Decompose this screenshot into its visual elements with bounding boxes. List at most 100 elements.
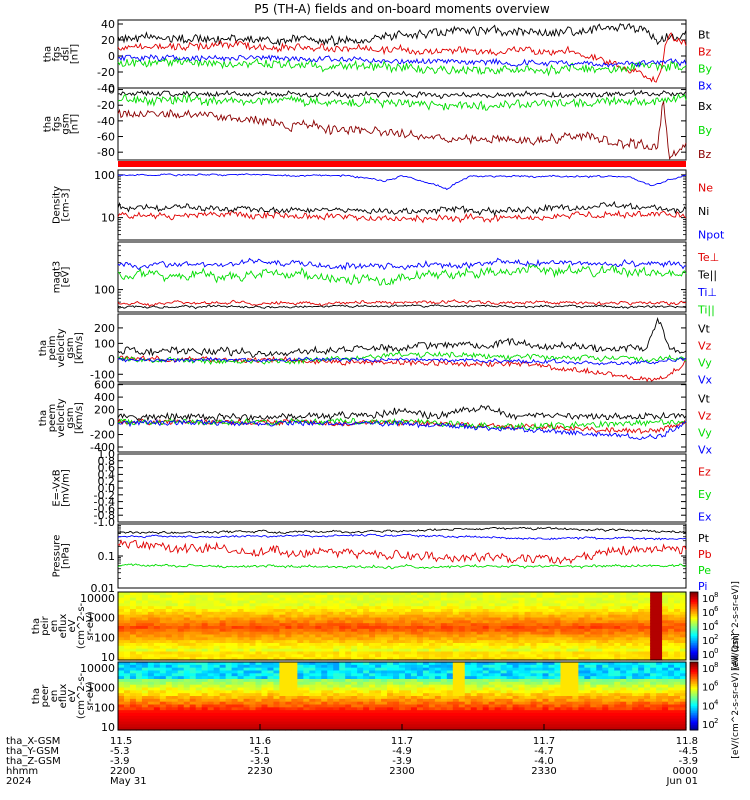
heatmap-cell bbox=[536, 648, 544, 653]
heatmap-cell bbox=[536, 664, 544, 669]
heatmap-cell bbox=[638, 626, 645, 630]
heatmap-cell bbox=[369, 620, 376, 624]
heatmap-cell bbox=[279, 721, 287, 725]
heatmap-cell bbox=[572, 681, 579, 686]
heatmap-cell bbox=[279, 698, 287, 703]
heatmap-cell bbox=[387, 654, 394, 658]
heatmap-cell bbox=[243, 623, 251, 627]
heatmap-cell bbox=[554, 662, 562, 666]
heatmap-cell bbox=[488, 679, 496, 683]
heatmap-cell bbox=[183, 592, 191, 596]
heatmap-cell bbox=[393, 603, 400, 607]
heatmap-cell bbox=[369, 696, 376, 700]
heatmap-cell bbox=[327, 645, 334, 650]
heatmap-cell bbox=[524, 623, 532, 627]
heatmap-cell bbox=[237, 617, 245, 621]
heatmap-cell bbox=[656, 592, 663, 596]
heatmap-cell bbox=[668, 670, 675, 674]
heatmap-cell bbox=[135, 592, 143, 596]
heatmap-cell bbox=[321, 676, 328, 680]
heatmap-cell bbox=[207, 631, 215, 636]
heatmap-cell bbox=[327, 654, 334, 658]
legend-efield-0: Ez bbox=[698, 465, 711, 478]
heatmap-cell bbox=[494, 637, 502, 641]
heatmap-cell bbox=[656, 704, 663, 708]
series-line-density-2 bbox=[117, 173, 687, 191]
heatmap-cell bbox=[171, 626, 179, 630]
heatmap-cell bbox=[548, 597, 556, 602]
heatmap-cell bbox=[243, 701, 251, 706]
heatmap-cell bbox=[608, 718, 615, 723]
heatmap-cell bbox=[512, 628, 520, 633]
heatmap-cell bbox=[327, 594, 334, 599]
heatmap-cell bbox=[291, 715, 298, 720]
heatmap-cell bbox=[656, 676, 663, 680]
heatmap-cell bbox=[327, 637, 334, 641]
heatmap-cell bbox=[548, 710, 556, 714]
heatmap-cell bbox=[225, 724, 233, 728]
heatmap-cell bbox=[255, 684, 263, 689]
heatmap-cell bbox=[602, 611, 609, 616]
heatmap-cell bbox=[201, 704, 209, 708]
heatmap-cell bbox=[428, 597, 436, 602]
heatmap-cell bbox=[560, 614, 568, 619]
heatmap-cell bbox=[153, 626, 161, 630]
heatmap-cell bbox=[333, 721, 340, 725]
heatmap-cell bbox=[159, 606, 167, 610]
heatmap-cell bbox=[243, 628, 251, 633]
heatmap-cell bbox=[279, 594, 287, 599]
heatmap-cell bbox=[548, 713, 556, 717]
heatmap-cell bbox=[231, 600, 239, 604]
heatmap-cell bbox=[488, 673, 496, 677]
heatmap-cell bbox=[333, 701, 340, 706]
heatmap-cell bbox=[375, 597, 382, 602]
heatmap-cell bbox=[506, 654, 514, 658]
y-axis-label: [mV/m] bbox=[61, 469, 72, 507]
heatmap-cell bbox=[494, 718, 502, 723]
heatmap-cell bbox=[147, 679, 155, 683]
heatmap-cell bbox=[381, 727, 388, 731]
heatmap-cell bbox=[273, 662, 281, 666]
heatmap-cell bbox=[584, 626, 591, 630]
heatmap-cell bbox=[554, 701, 562, 706]
heatmap-cell bbox=[345, 628, 352, 633]
heatmap-cell bbox=[674, 597, 681, 602]
heatmap-cell bbox=[345, 603, 352, 607]
heatmap-cell bbox=[536, 631, 544, 636]
heatmap-cell bbox=[225, 654, 233, 658]
heatmap-cell bbox=[315, 679, 322, 683]
heatmap-cell bbox=[267, 715, 275, 720]
heatmap-cell bbox=[458, 727, 466, 731]
heatmap-cell bbox=[428, 609, 436, 613]
heatmap-cell bbox=[118, 628, 125, 633]
heatmap-cell bbox=[279, 600, 287, 604]
heatmap-cell bbox=[488, 718, 496, 723]
heatmap-cell bbox=[518, 704, 526, 708]
heatmap-cell bbox=[118, 597, 125, 602]
heatmap-cell bbox=[231, 645, 239, 650]
heatmap-cell bbox=[351, 654, 358, 658]
heatmap-cell bbox=[626, 637, 633, 641]
heatmap-cell bbox=[243, 662, 251, 666]
heatmap-cell bbox=[291, 696, 298, 700]
heatmap-cell bbox=[171, 614, 179, 619]
heatmap-cell bbox=[584, 727, 591, 731]
heatmap-cell bbox=[566, 718, 573, 723]
heatmap-cell bbox=[656, 713, 663, 717]
heatmap-cell bbox=[560, 634, 568, 638]
heatmap-cell bbox=[470, 687, 478, 691]
heatmap-cell bbox=[536, 637, 544, 641]
heatmap-cell bbox=[404, 648, 412, 653]
heatmap-cell bbox=[614, 603, 621, 607]
heatmap-cell bbox=[183, 657, 191, 661]
heatmap-cell bbox=[416, 623, 424, 627]
heatmap-cell bbox=[542, 690, 550, 694]
heatmap-cell bbox=[638, 611, 645, 616]
heatmap-cell bbox=[213, 645, 221, 650]
heatmap-cell bbox=[345, 609, 352, 613]
heatmap-cell bbox=[165, 634, 173, 638]
heatmap-cell bbox=[159, 620, 167, 624]
heatmap-cell bbox=[177, 696, 185, 700]
heatmap-cell bbox=[470, 606, 478, 610]
heatmap-cell bbox=[153, 640, 161, 644]
